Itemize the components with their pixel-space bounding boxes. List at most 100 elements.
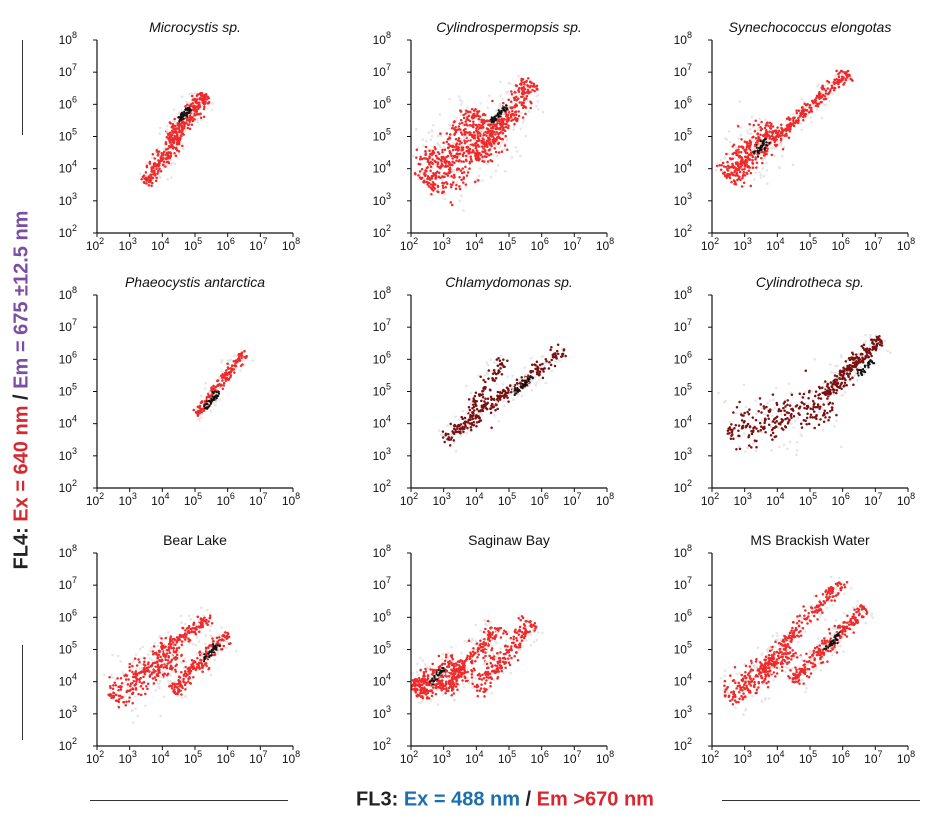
scatter-point	[805, 422, 808, 426]
scatter-point	[736, 158, 740, 161]
scatter-point	[202, 115, 206, 118]
scatter-point	[507, 400, 510, 403]
scatter-point	[198, 630, 201, 633]
scatter-point	[532, 82, 535, 86]
scatter-point	[493, 361, 496, 364]
scatter-point	[550, 369, 554, 373]
scatter-point	[501, 132, 505, 135]
scatter-point	[467, 110, 470, 113]
scatter-point	[521, 106, 525, 109]
scatter-point	[462, 430, 465, 433]
scatter-point	[469, 155, 473, 158]
scatter-point	[185, 122, 188, 125]
scatter-point	[515, 392, 518, 395]
scatter-point	[194, 98, 197, 101]
x-tick-label: 108	[596, 236, 614, 253]
scatter-point	[458, 98, 462, 102]
scatter-point	[831, 406, 834, 409]
scatter-point	[201, 621, 204, 625]
scatter-point	[746, 129, 749, 133]
scatter-point	[143, 181, 146, 185]
scatter-point	[856, 372, 859, 375]
scatter-point	[213, 398, 216, 401]
scatter-point	[467, 418, 471, 422]
scatter-point	[166, 662, 169, 665]
scatter-point	[204, 642, 207, 646]
scatter-point	[749, 184, 753, 188]
scatter-point	[520, 86, 523, 90]
scatter-point	[448, 144, 452, 148]
scatter-point	[760, 406, 764, 410]
scatter-point	[756, 430, 760, 433]
scatter-point	[158, 126, 162, 130]
scatter-point	[469, 413, 472, 417]
scatter-point	[790, 416, 793, 419]
x-tick-label: 107	[563, 236, 581, 253]
scatter-point	[824, 92, 828, 95]
scatter-point	[480, 118, 483, 122]
scatter-point	[747, 412, 751, 416]
scatter-point	[217, 390, 220, 393]
y-tick-label: 107	[674, 317, 692, 334]
scatter-point	[155, 149, 159, 152]
scatter-point	[180, 635, 183, 638]
scatter-point	[494, 133, 497, 136]
scatter-point	[206, 403, 209, 406]
scatter-point	[787, 124, 791, 127]
scatter-point	[485, 144, 489, 148]
scatter-point	[790, 412, 793, 416]
scatter-point	[854, 353, 858, 356]
scatter-point	[770, 449, 773, 452]
x-axis-title-area: FL3: Ex = 488 nm / Em >670 nm	[90, 780, 920, 820]
scatter-point	[830, 385, 833, 388]
scatter-point	[136, 714, 139, 718]
scatter-point	[149, 176, 152, 180]
scatter-point	[460, 149, 463, 152]
scatter-point	[213, 658, 216, 662]
scatter-point	[131, 661, 134, 664]
scatter-point	[824, 97, 828, 101]
scatter-point	[229, 374, 233, 377]
scatter-point	[135, 678, 138, 682]
scatter-point	[140, 178, 143, 181]
scatter-point	[491, 132, 494, 136]
scatter-point	[154, 179, 158, 183]
scatter-point	[505, 104, 508, 107]
x-tick-label: 107	[864, 236, 882, 253]
scatter-point	[165, 666, 169, 670]
scatter-point	[501, 128, 504, 132]
scatter-point	[143, 672, 147, 676]
scatter-point	[148, 657, 152, 660]
scatter-point	[841, 374, 845, 377]
scatter-point	[872, 362, 875, 365]
scatter-point	[808, 389, 811, 393]
scatter-point	[754, 399, 757, 402]
scatter-point	[547, 367, 551, 370]
scatter-point	[513, 393, 516, 397]
scatter-point	[764, 138, 767, 141]
scatter-point	[116, 654, 120, 658]
scatter-point	[210, 622, 214, 625]
scatter-point	[475, 408, 479, 411]
scatter-point	[727, 130, 731, 133]
scatter-point	[471, 407, 474, 410]
scatter-point	[170, 162, 174, 165]
scatter-point	[797, 117, 800, 120]
scatter-point	[746, 422, 750, 426]
scatter-point	[440, 188, 443, 192]
scatter-point	[224, 379, 228, 382]
scatter-point	[243, 363, 246, 367]
scatter-point	[469, 131, 472, 135]
scatter-point	[117, 706, 121, 709]
scatter-point	[729, 437, 733, 441]
y-tick-label: 105	[674, 382, 692, 399]
scatter-point	[441, 179, 445, 183]
scatter-point	[448, 137, 452, 140]
scatter-point	[432, 171, 435, 175]
y-tick-label: 105	[373, 127, 391, 144]
panel-title: Synechococcus elongotas	[729, 19, 892, 35]
scatter-point	[536, 99, 540, 103]
scatter-point	[160, 637, 163, 640]
scatter-point	[524, 134, 528, 138]
scatter-point	[211, 102, 215, 105]
